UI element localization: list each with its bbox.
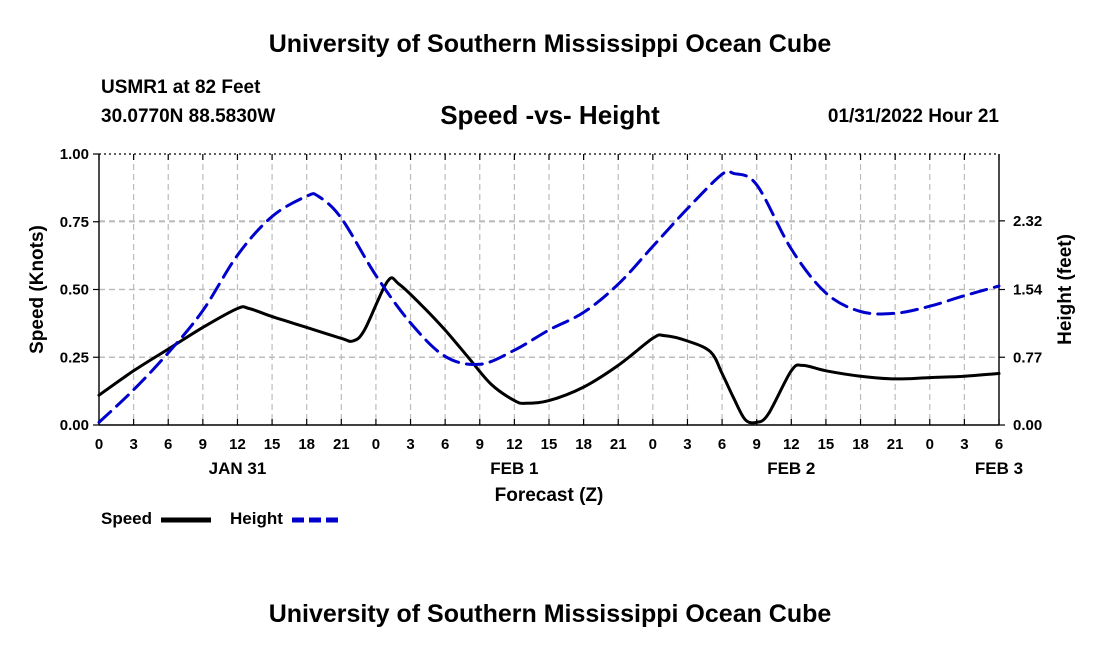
y-tick-label-left: 1.00 [60,146,89,163]
speed-height-chart: 0 3 6 9 12 15 18 21 0 3 6 9 12 15 18 21 0 3 6 9 12 15 18 21 0 3 60… [27,146,1076,506]
label-layer: 0 3 6 9 12 15 18 21 0 3 6 9 12 15 18 21 0 3 6 9 12 15 18 21 0 3 60… [27,146,1076,506]
series-layer [97,169,1001,425]
axis-layer [93,153,1005,426]
x-axis-title: Forecast (Z) [495,485,604,506]
legend-height: Height [230,509,344,529]
x-tick-label: 15 [818,436,835,453]
x-tick-label: 0 [649,436,657,453]
x-tick-label: 18 [852,436,869,453]
y-tick-label-right: 0.77 [1013,349,1042,366]
y-tick-label-right: 1.54 [1013,282,1043,299]
legend-speed-label: Speed [101,509,153,528]
x-tick-label: 6 [441,436,449,453]
legend-speed: Speed [101,509,213,529]
x-tick-label: 21 [887,436,904,453]
forecast-datetime: 01/31/2022 Hour 21 [827,106,999,127]
page-title: University of Southern Mississippi Ocean… [268,30,832,58]
footer-title: University of Southern Mississippi Ocean… [268,600,832,628]
x-tick-label: 6 [995,436,1003,453]
x-tick-label: 15 [541,436,558,453]
station-label: USMR1 at 82 Feet [101,77,261,98]
y-tick-label-left: 0.75 [60,214,89,231]
x-tick-label: 12 [783,436,800,453]
x-tick-label: 18 [298,436,315,453]
x-tick-label: 3 [406,436,414,453]
x-tick-label: 0 [95,436,103,453]
y-tick-label-left: 0.25 [60,349,89,366]
x-tick-label: 15 [264,436,281,453]
legend-speed-swatch [160,517,211,523]
legend-height-label: Height [230,509,283,528]
chart-subtitle: Speed -vs- Height [440,100,660,130]
legend-height-swatch [291,517,342,523]
series-line-speed [97,276,1001,425]
y-tick-label-right: 2.32 [1013,213,1042,230]
x-tick-label: 9 [476,436,484,453]
x-tick-label: 3 [960,436,968,453]
x-tick-label: 3 [129,436,137,453]
y-axis-title-left: Speed (Knots) [27,225,48,354]
coordinates-label: 30.0770N 88.5830W [101,106,276,127]
x-tick-label: 9 [199,436,207,453]
y-tick-label-left: 0.00 [60,417,89,434]
y-tick-label-left: 0.50 [60,282,89,299]
x-tick-label: 18 [575,436,592,453]
series-line-height [97,169,1001,424]
x-tick-label: 0 [926,436,934,453]
x-tick-label: 0 [372,436,380,453]
x-tick-label: 12 [506,436,523,453]
date-label: FEB 2 [767,459,815,478]
y-axis-title-right: Height (feet) [1055,234,1076,345]
x-tick-label: 9 [753,436,761,453]
x-tick-label: 21 [610,436,627,453]
grid-layer [99,154,999,425]
x-tick-label: 6 [164,436,172,453]
date-label: JAN 31 [209,459,267,478]
date-label: FEB 1 [490,459,538,478]
x-tick-label: 3 [683,436,691,453]
x-tick-label: 6 [718,436,726,453]
x-tick-label: 21 [333,436,350,453]
y-tick-label-right: 0.00 [1013,417,1042,434]
date-label: FEB 3 [975,459,1023,478]
x-tick-label: 12 [229,436,246,453]
